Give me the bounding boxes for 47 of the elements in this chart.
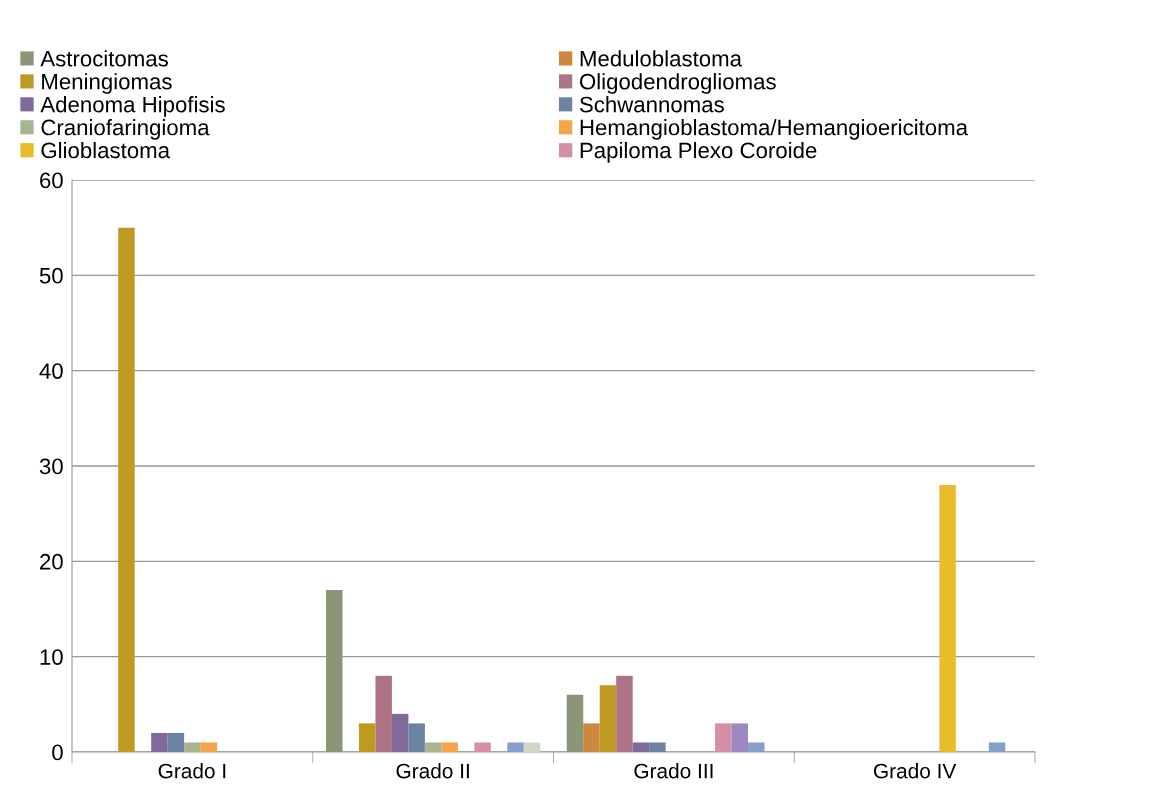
x-tick-label: Grado I [158, 763, 226, 779]
x-tick-label: Grado IV [873, 763, 957, 779]
x-tick-label: Grado III [634, 763, 713, 779]
legend-label: Glioblastoma [41, 141, 171, 159]
bar [391, 713, 409, 752]
bar [358, 723, 376, 752]
y-tick-label: 20 [40, 553, 63, 570]
bar [375, 675, 392, 752]
bar [118, 227, 135, 752]
y-tick-label: 60 [40, 172, 63, 189]
bar [507, 742, 524, 752]
legend-label: Meduloblastoma [580, 50, 742, 67]
bar [184, 742, 201, 752]
bar [151, 732, 168, 752]
bar [424, 742, 442, 752]
bar [599, 685, 617, 752]
bar [441, 742, 458, 752]
legend-label: Papiloma Plexo Coroide [580, 141, 817, 163]
bar [200, 742, 218, 752]
legend-label: Astrocitomas [40, 50, 168, 67]
x-tick-label: Grado II [396, 763, 469, 779]
bar [649, 742, 666, 752]
bar [325, 589, 343, 752]
bar [408, 723, 425, 752]
legend-label: Hemangioblastoma/Hemangioericitoma [580, 119, 969, 140]
y-tick-label: 0 [52, 744, 63, 761]
y-tick-label: 10 [40, 649, 63, 665]
bar [167, 732, 185, 752]
bar [566, 694, 584, 752]
legend-label: Meningiomas [42, 73, 172, 94]
bar [616, 675, 633, 752]
y-tick-label: 50 [39, 267, 63, 284]
bar [583, 723, 600, 752]
y-tick-label: 30 [39, 458, 63, 475]
bar [715, 723, 732, 752]
bar [748, 742, 765, 752]
legend-label: Adenoma Hipofisis [40, 96, 225, 117]
bar [939, 485, 956, 752]
bar [731, 723, 749, 752]
bar [632, 742, 650, 752]
legend-label: Schwannomas [579, 96, 724, 113]
bar [988, 742, 1006, 752]
legend-label: Oligodendrogliomas [579, 73, 776, 94]
legend-label: Craniofaringioma [41, 119, 210, 140]
bar [523, 742, 541, 752]
bar [474, 742, 491, 752]
y-tick-label: 40 [39, 363, 63, 379]
